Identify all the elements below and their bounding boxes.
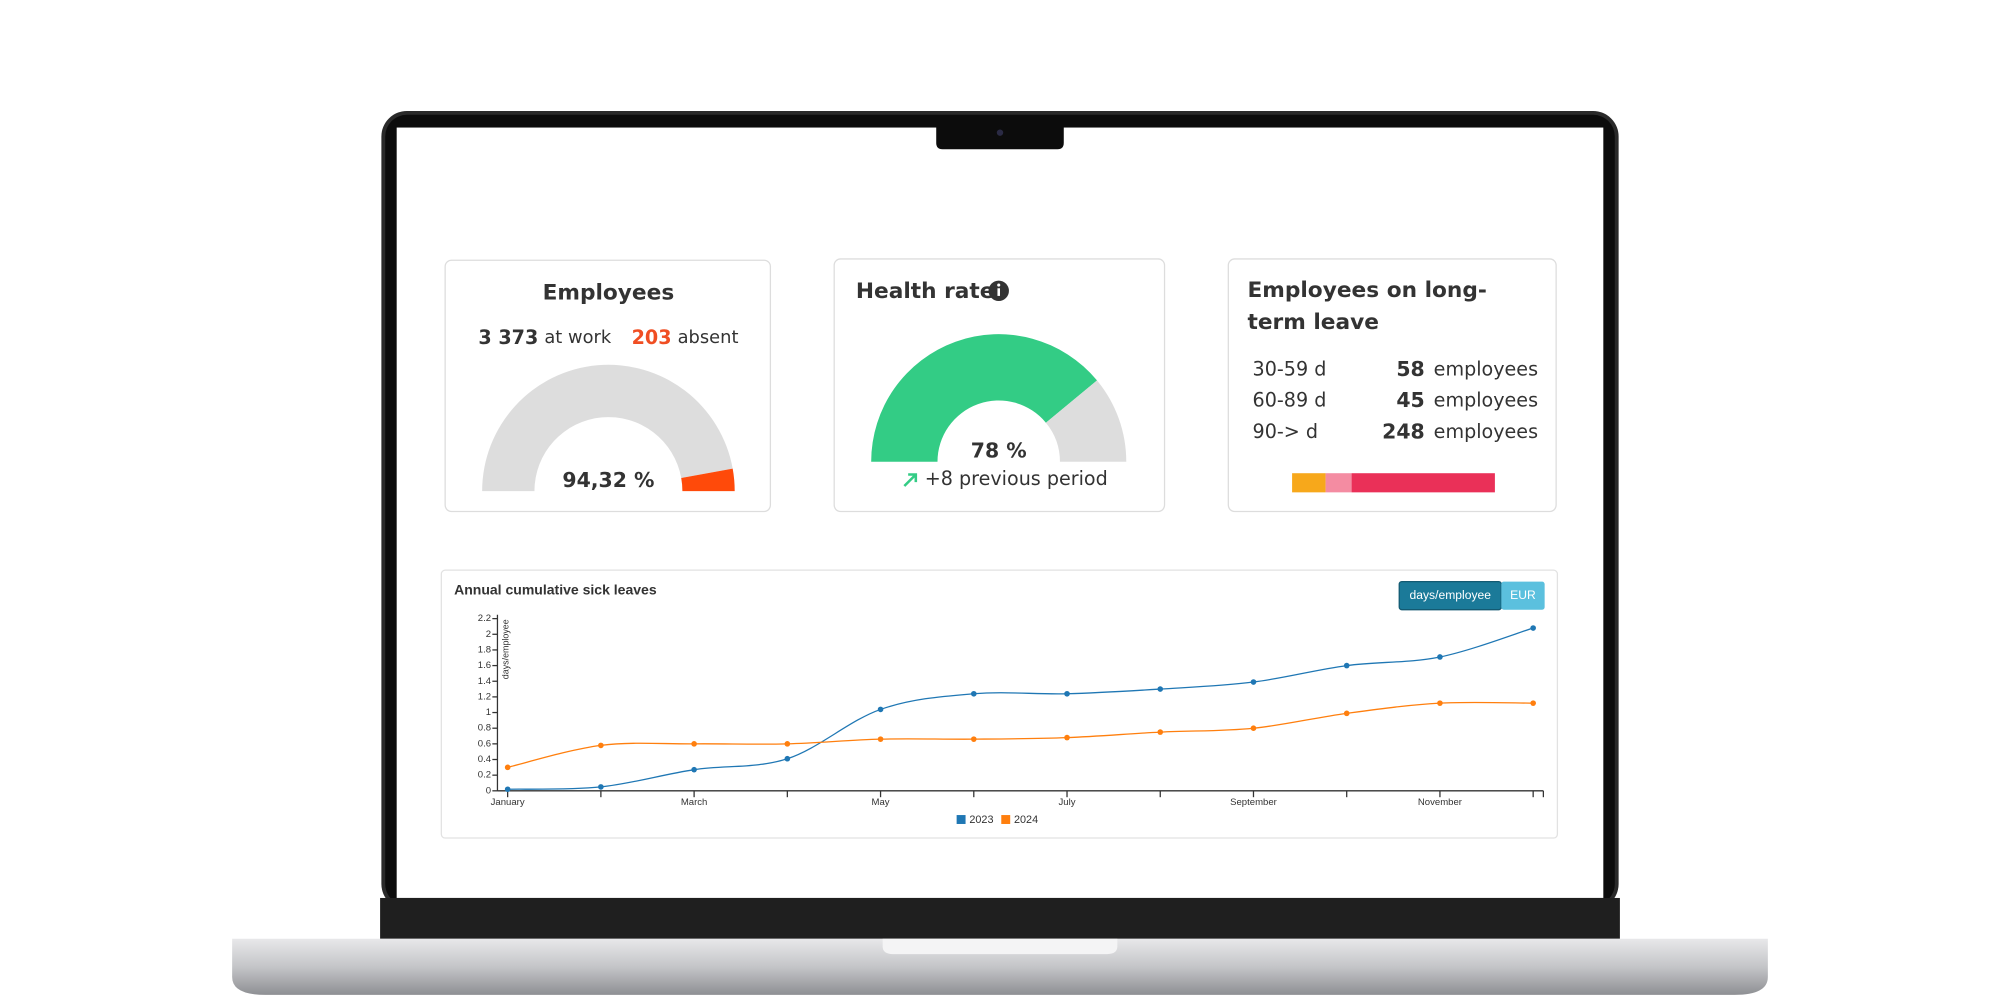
data-point <box>1157 729 1164 735</box>
data-point <box>1343 662 1350 669</box>
data-point <box>598 742 604 749</box>
data-point <box>1064 690 1070 697</box>
base-notch <box>882 938 1118 955</box>
leave-bar-segment <box>1325 473 1352 493</box>
camera <box>996 129 1004 136</box>
legend-swatch <box>956 815 966 824</box>
y-tick-label: 2 <box>486 629 491 640</box>
data-point <box>970 690 977 697</box>
legend-label: 2023 <box>969 814 993 826</box>
hinge <box>380 897 1620 939</box>
trend-arrow <box>903 473 918 487</box>
gauge-value: 78 % <box>971 439 1027 463</box>
data-point <box>877 706 884 713</box>
y-tick-label: 1.2 <box>478 691 491 702</box>
data-point <box>877 736 884 742</box>
data-point <box>784 755 791 762</box>
card <box>1227 258 1557 513</box>
info-icon-glyph <box>997 288 1000 296</box>
data-point <box>598 784 604 790</box>
series-line <box>507 701 1534 768</box>
legend-label: 2024 <box>1014 814 1038 826</box>
gauge <box>482 364 735 492</box>
notch <box>936 127 1064 150</box>
at-work-text: at work <box>544 327 611 348</box>
y-tick-label: 0.8 <box>478 723 491 734</box>
legend-swatch <box>1001 815 1011 824</box>
x-tick-label: May <box>872 797 890 808</box>
data-point <box>1250 679 1257 685</box>
gauge-rest <box>1045 380 1127 462</box>
employee-counts: 3 373 at work 203 absent <box>478 326 738 349</box>
data-point <box>1064 734 1070 741</box>
data-point <box>1437 654 1443 660</box>
x-tick-label: November <box>1418 797 1463 808</box>
x-tick-label: July <box>1059 797 1076 808</box>
x-tick-label: March <box>681 797 708 808</box>
y-tick-label: 1.6 <box>478 660 491 671</box>
leave-range: 60-89 d <box>1253 389 1327 412</box>
data-point <box>691 741 697 747</box>
trend-text: +8 previous period <box>925 467 1108 490</box>
gauge-arc <box>871 334 1098 462</box>
data-point <box>1530 700 1536 706</box>
data-point <box>691 766 697 773</box>
y-tick-label: 0.6 <box>478 738 491 749</box>
y-tick-label: 0.2 <box>478 770 491 781</box>
gauge-value: 94,32 % <box>562 468 654 492</box>
leave-count: 58 <box>1396 357 1424 381</box>
y-tick-label: 1 <box>486 707 491 718</box>
data-point <box>504 786 511 793</box>
leave-bar-segment <box>1292 473 1326 493</box>
line-chart: Annual cumulative sick leaves days/emplo… <box>454 580 1545 826</box>
x-tick-label: September <box>1230 797 1278 808</box>
toggle-button[interactable] <box>1501 581 1545 610</box>
y-tick-label: 0 <box>486 785 491 796</box>
y-tick-label: 1.8 <box>478 644 491 655</box>
leave-unit: employees <box>1434 357 1538 380</box>
data-point <box>970 736 977 742</box>
y-tick-label: 1.4 <box>478 676 492 687</box>
y-tick-label: 0.4 <box>478 754 492 765</box>
leave-rows: 30-59 d 58 employees 60-89 d 45 employees 90->… <box>1253 357 1538 493</box>
data-point <box>504 764 511 771</box>
card-title: Employees <box>543 280 675 305</box>
series-line <box>507 627 1534 790</box>
y-axis-label: days/employee <box>501 619 511 679</box>
absent-text: absent <box>678 327 739 348</box>
chart-title: Annual cumulative sick leaves <box>454 581 657 597</box>
card <box>440 569 1559 839</box>
leave-count: 45 <box>1396 388 1424 412</box>
data-point <box>1437 700 1443 706</box>
leave-range: 90-> d <box>1253 420 1318 443</box>
data-point <box>1343 710 1350 717</box>
gauge <box>871 334 1127 462</box>
y-tick-label: 2.2 <box>478 613 491 624</box>
laptop-base <box>232 938 1768 995</box>
data-point <box>784 741 791 747</box>
toggle-button-label[interactable]: EUR <box>1510 588 1536 602</box>
leave-bar-segment <box>1351 473 1495 493</box>
at-work-count: 3 373 <box>478 326 538 349</box>
card-title: Health rate <box>856 279 995 304</box>
data-point <box>1250 725 1257 732</box>
card-title: Employees on long-term leave <box>1247 278 1487 336</box>
x-tick-label: January <box>491 797 525 808</box>
info-icon-glyph <box>997 283 1001 287</box>
leave-count: 248 <box>1382 419 1425 443</box>
gauge-arc <box>681 468 735 492</box>
data-point <box>1157 686 1164 692</box>
leave-range: 30-59 d <box>1253 357 1327 380</box>
leave-unit: employees <box>1434 420 1538 443</box>
toggle-button-label[interactable]: days/employee <box>1410 588 1492 602</box>
gauge-arc <box>482 364 733 492</box>
data-point <box>1530 625 1536 631</box>
leave-unit: employees <box>1434 389 1538 412</box>
absent-count: 203 <box>632 326 672 349</box>
